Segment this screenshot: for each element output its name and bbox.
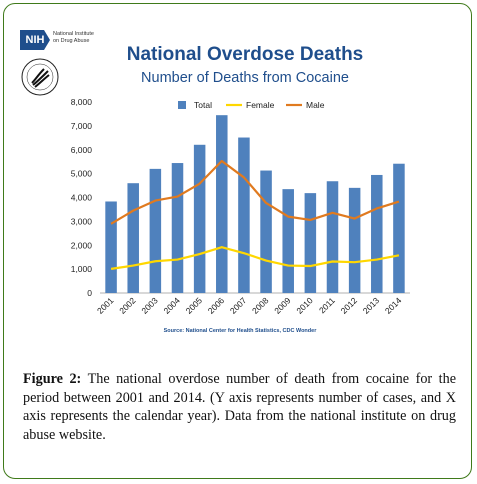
x-tick-label: 2013 xyxy=(361,295,382,316)
x-tick-label: 2008 xyxy=(250,295,271,316)
bar-total xyxy=(238,137,250,293)
y-tick-label: 5,000 xyxy=(71,169,93,179)
x-tick-label: 2009 xyxy=(272,295,293,316)
bar-total xyxy=(393,163,405,293)
nih-logo: NIH National Institute on Drug Abuse xyxy=(20,30,100,52)
nih-institute-name: National Institute on Drug Abuse xyxy=(53,31,94,44)
nih-badge: NIH xyxy=(20,30,50,50)
legend-swatch-total xyxy=(178,101,186,109)
x-tick-label: 2004 xyxy=(161,295,182,316)
y-tick-label: 3,000 xyxy=(71,216,93,226)
bar-total xyxy=(348,187,361,293)
x-tick-label: 2011 xyxy=(317,295,337,315)
x-tick-label: 2012 xyxy=(339,295,360,316)
bar-total xyxy=(127,183,139,293)
bar-total xyxy=(282,189,294,293)
bar-total xyxy=(105,201,117,293)
y-tick-label: 8,000 xyxy=(71,97,93,107)
x-tick-label: 2014 xyxy=(383,295,404,316)
x-tick-label: 2005 xyxy=(184,295,205,316)
caption-label: Figure 2: xyxy=(23,371,82,387)
x-tick-label: 2007 xyxy=(228,295,249,316)
bar-total xyxy=(326,181,339,293)
x-tick-label: 2006 xyxy=(206,295,227,316)
line-female xyxy=(110,246,400,270)
chart-subtitle: Number of Deaths from Cocaine xyxy=(141,70,349,86)
y-tick-label: 6,000 xyxy=(71,145,93,155)
bar-total xyxy=(171,163,184,293)
bar-total xyxy=(193,144,206,293)
chart-source: Source: National Center for Health Stati… xyxy=(163,328,317,334)
figure-caption: Figure 2: The national overdose number o… xyxy=(23,370,456,444)
y-tick-label: 2,000 xyxy=(71,240,93,250)
legend-label: Female xyxy=(246,100,275,110)
bar-total xyxy=(216,115,228,293)
y-tick-label: 4,000 xyxy=(71,193,93,203)
bar-total xyxy=(304,193,317,293)
x-tick-label: 2010 xyxy=(294,295,315,316)
y-tick-label: 1,000 xyxy=(71,264,93,274)
bar-total xyxy=(371,174,383,293)
chart-title: National Overdose Deaths xyxy=(126,44,364,65)
bar-total xyxy=(260,170,272,293)
x-tick-label: 2003 xyxy=(139,295,160,316)
legend-label: Total xyxy=(194,100,212,110)
caption-text: The national overdose number of death fr… xyxy=(23,371,457,443)
x-tick-label: 2002 xyxy=(117,295,138,316)
chart-area: 0 1,000 2,000 3,000 4,000 5,000 6,000 7,000 8,00… xyxy=(71,97,410,316)
hhs-seal-icon xyxy=(21,58,59,96)
y-tick-label: 7,000 xyxy=(71,121,93,131)
legend-label: Male xyxy=(306,100,325,110)
line-male xyxy=(110,159,400,225)
y-tick-label: 0 xyxy=(87,288,92,298)
bar-total xyxy=(149,168,162,293)
x-tick-label: 2001 xyxy=(95,295,116,316)
